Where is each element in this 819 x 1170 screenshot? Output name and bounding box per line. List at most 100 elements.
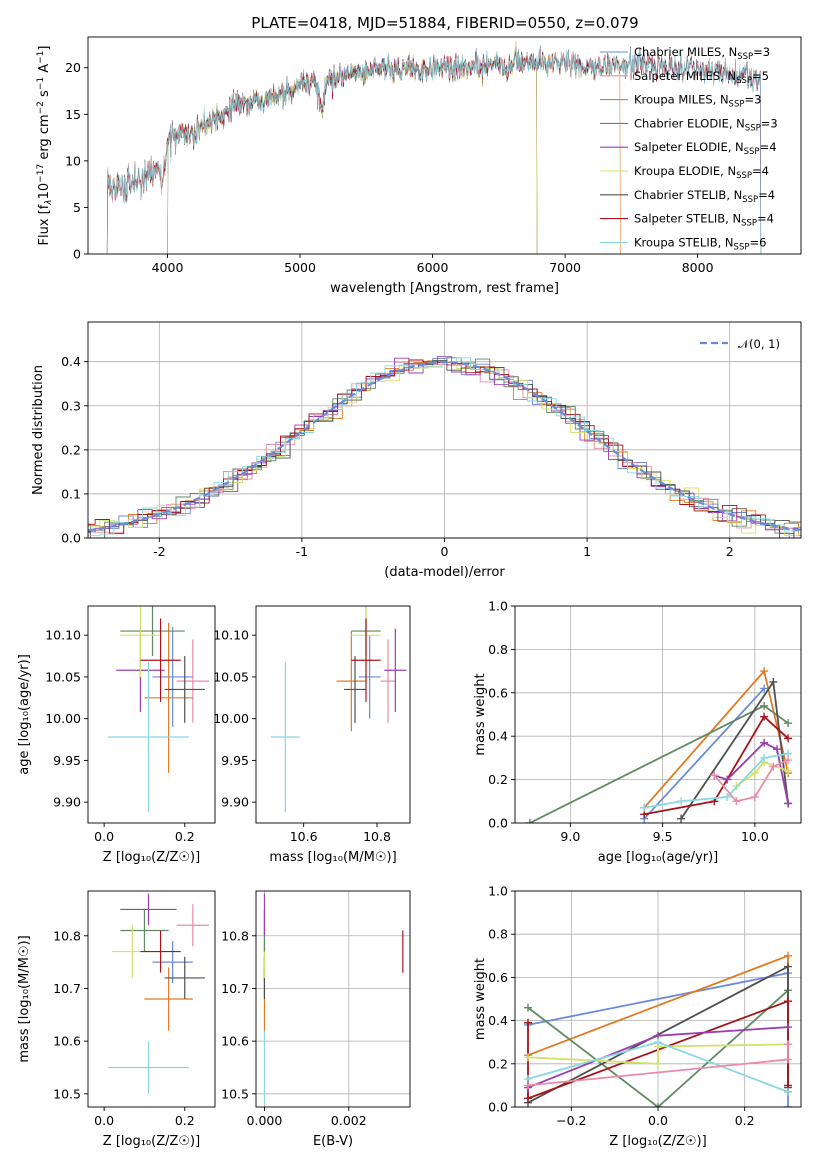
x-axis-label: mass [log₁₀(M/M☉)] (269, 850, 396, 865)
y-tick-label: 1.0 (488, 599, 508, 614)
plot-area (270, 606, 407, 813)
x-tick-label: 4000 (152, 260, 184, 275)
weight-marker-3-0 (677, 814, 686, 823)
weight-marker-5-3 (773, 745, 782, 754)
y-tick-label: 9.95 (221, 753, 249, 768)
y-tick-label: 0.1 (61, 486, 81, 501)
x-axis-label: E(B-V) (313, 1134, 353, 1149)
spectrum-series-3 (167, 49, 538, 254)
y-tick-label: 10.8 (53, 928, 81, 943)
legend-entry-4: Salpeter ELODIE, NSSP=4 (634, 140, 777, 157)
y-tick-label: 0.4 (488, 1013, 508, 1028)
y-tick-label: 10.5 (53, 1086, 81, 1101)
legend-entry-3: Chabrier ELODIE, NSSP=3 (634, 116, 778, 133)
weight-marker-6-1 (654, 1059, 662, 1068)
y-axis-label: age [log₁₀(age/yr)] (17, 654, 32, 775)
panel-age-vs-Z: 0.0 0.2 9.90 9.95 10.00 10.05 10.10 Z [log₁₀(Z/… (17, 605, 216, 865)
x-tick-label: 0.000 (247, 1113, 283, 1128)
panel-mass-vs-EBV: 0.000 0.002 10.5 10.6 10.7 10.8 E(B-V) (221, 890, 411, 1149)
panel-age-vs-mass: 10.6 10.8 9.90 9.95 10.00 10.05 10.10 mass [log… (213, 605, 411, 865)
weight-line-4 (644, 715, 789, 816)
weight-marker-7-3 (760, 753, 769, 762)
weight-marker-4-1 (524, 1094, 532, 1103)
plot-area (108, 893, 209, 1094)
x-axis-label: Z [log₁₀(Z/Z☉)] (103, 850, 200, 865)
y-tick-label: 9.90 (53, 795, 81, 810)
panel-spectrum: Chabrier MILES, NSSP=3 Salpeter MILES, NS… (36, 36, 802, 296)
weight-marker-3-1 (784, 962, 792, 971)
weight-marker-8-1 (732, 797, 741, 806)
plot-area (263, 893, 404, 1105)
weight-marker-4-0 (524, 1018, 532, 1027)
y-tick-label: 10.05 (213, 669, 249, 684)
weight-marker-5-2 (760, 738, 769, 747)
panel-residuals: 𝒩(0, 1) -2 -1 0 1 2 0.0 0.1 0.2 0.3 0.4 (data-model… (31, 321, 802, 580)
x-tick-label: 9.5 (653, 829, 673, 844)
weight-marker-2-0 (524, 1003, 532, 1012)
y-tick-label: 0.8 (488, 927, 508, 942)
y-tick-label: 0.6 (488, 970, 508, 985)
weight-marker-0-2 (784, 1103, 792, 1107)
y-tick-label: 0.0 (61, 531, 81, 546)
x-tick-label: 0.2 (175, 1113, 195, 1128)
x-tick-label: 2 (726, 544, 734, 559)
spectrum-series-8 (106, 44, 762, 254)
x-tick-label: 6000 (417, 260, 449, 275)
x-tick-label: 5000 (284, 260, 316, 275)
x-tick-label: −0.2 (556, 1113, 586, 1128)
weight-marker-7-1 (654, 1038, 662, 1047)
weight-marker-2-1 (760, 701, 769, 710)
legend-entry-0: Chabrier MILES, NSSP=3 (634, 45, 770, 62)
spectrum-series-4 (167, 51, 538, 254)
weight-marker-8-0 (524, 1081, 532, 1090)
y-tick-label: 15 (65, 107, 81, 122)
weight-marker-4-2 (760, 712, 769, 721)
weight-marker-7-2 (784, 1087, 792, 1096)
y-tick-label: 0.2 (61, 442, 81, 457)
y-tick-label: 10.6 (221, 1034, 249, 1049)
weight-marker-8-0 (710, 771, 719, 780)
plot-area (525, 667, 793, 823)
y-tick-label: 0.2 (488, 772, 508, 787)
y-tick-label: 10.7 (53, 981, 81, 996)
axes-frame (514, 605, 802, 824)
x-tick-label: 8000 (682, 260, 714, 275)
x-tick-label: 0.0 (648, 1113, 668, 1128)
weight-marker-2-2 (784, 719, 793, 728)
y-tick-label: 0.4 (488, 729, 508, 744)
x-tick-label: -1 (296, 544, 308, 559)
y-tick-label: 10.7 (221, 981, 249, 996)
weight-marker-5-1 (723, 775, 732, 784)
legend-entry-6: Chabrier STELIB, NSSP=4 (634, 188, 775, 205)
y-tick-label: 0.4 (61, 354, 81, 369)
weight-marker-8-4 (784, 756, 793, 765)
axes-frame (255, 605, 411, 824)
y-tick-label: 10 (65, 153, 81, 168)
y-tick-label: 0.0 (488, 816, 508, 831)
histogram-6 (88, 360, 801, 538)
x-tick-label: 7000 (549, 260, 581, 275)
legend-entry-5: Kroupa ELODIE, NSSP=4 (634, 164, 769, 181)
y-tick-label: 10.6 (53, 1034, 81, 1049)
panel-mass-weight-vs-age: 9.0 9.5 10.0 0.0 0.2 0.4 0.6 0.8 1.0 age [log₁₀(a… (473, 599, 802, 865)
plot-area (88, 356, 801, 538)
legend-entry-2: Kroupa MILES, NSSP=3 (634, 93, 761, 110)
x-tick-label: 1 (583, 544, 591, 559)
plot-area (524, 951, 792, 1107)
weight-marker-2-0 (525, 819, 534, 823)
y-tick-label: 9.95 (53, 753, 81, 768)
normal-curve (88, 360, 801, 532)
y-axis-label: mass weight (473, 673, 488, 755)
weight-marker-2-1 (654, 1103, 662, 1107)
x-tick-label: 10.6 (290, 829, 318, 844)
y-tick-label: 1.0 (488, 884, 508, 899)
legend-entry-1: Salpeter MILES, NSSP=5 (634, 69, 769, 86)
x-tick-label: 0.0 (94, 829, 114, 844)
y-tick-label: 0.6 (488, 685, 508, 700)
y-axis-label: Flux [fλ10−17 erg cm−2 s−1 A−1] (36, 46, 54, 246)
weight-marker-8-2 (750, 792, 759, 801)
weight-marker-3-1 (769, 677, 778, 686)
axes-frame (87, 36, 802, 255)
x-axis-label: Z [log₁₀(Z/Z☉)] (103, 1134, 200, 1149)
x-tick-label: 0.002 (331, 1113, 367, 1128)
